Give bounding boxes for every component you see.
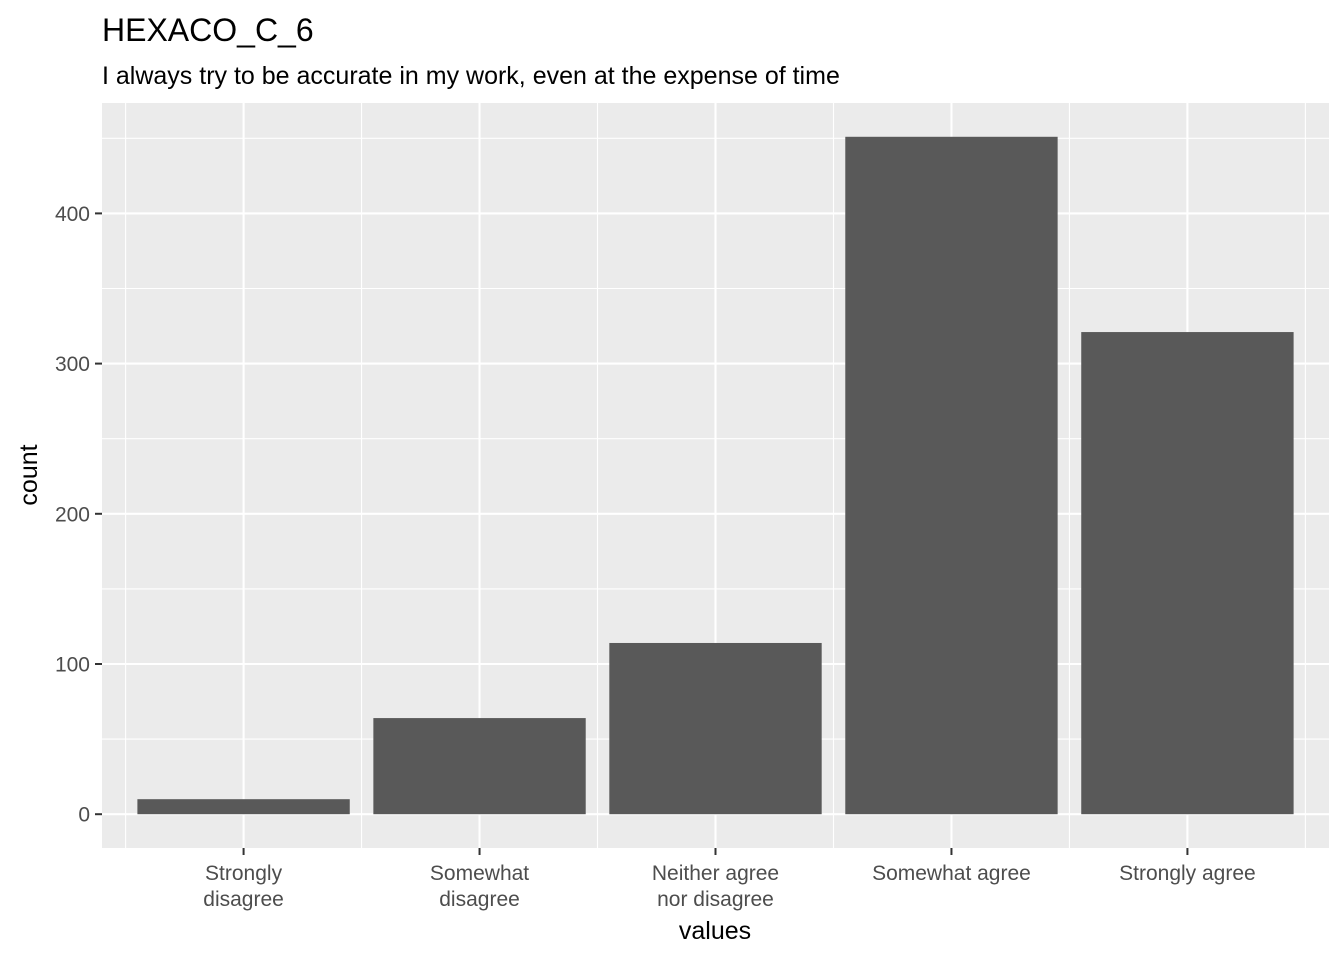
bar (609, 642, 822, 815)
y-tick-label: 300 (55, 353, 90, 376)
x-tick-label: Somewhat disagree (430, 862, 529, 911)
chart-title: HEXACO_C_6 (102, 12, 314, 48)
bar (373, 718, 586, 815)
x-tick-label: Strongly disagree (203, 862, 284, 911)
x-tick-label: Strongly agree (1119, 862, 1256, 885)
bar (845, 136, 1058, 815)
y-tick-label: 400 (55, 203, 90, 226)
y-tick-label: 0 (78, 804, 90, 827)
bar (137, 799, 350, 815)
bar (1081, 332, 1294, 815)
y-axis-title: count (15, 444, 43, 505)
x-tick-label: Neither agree nor disagree (652, 862, 779, 911)
y-axis: 0 100 200 300 400 (55, 203, 102, 827)
y-tick-label: 200 (55, 503, 90, 526)
chart-subtitle: I always try to be accurate in my work, … (102, 62, 840, 90)
y-tick-label: 100 (55, 654, 90, 677)
x-axis: Strongly disagree Somewhat disagree Neither … (203, 848, 1256, 911)
x-axis-title: values (679, 917, 751, 945)
x-tick-label: Somewhat agree (872, 862, 1031, 885)
bars (137, 136, 1294, 815)
